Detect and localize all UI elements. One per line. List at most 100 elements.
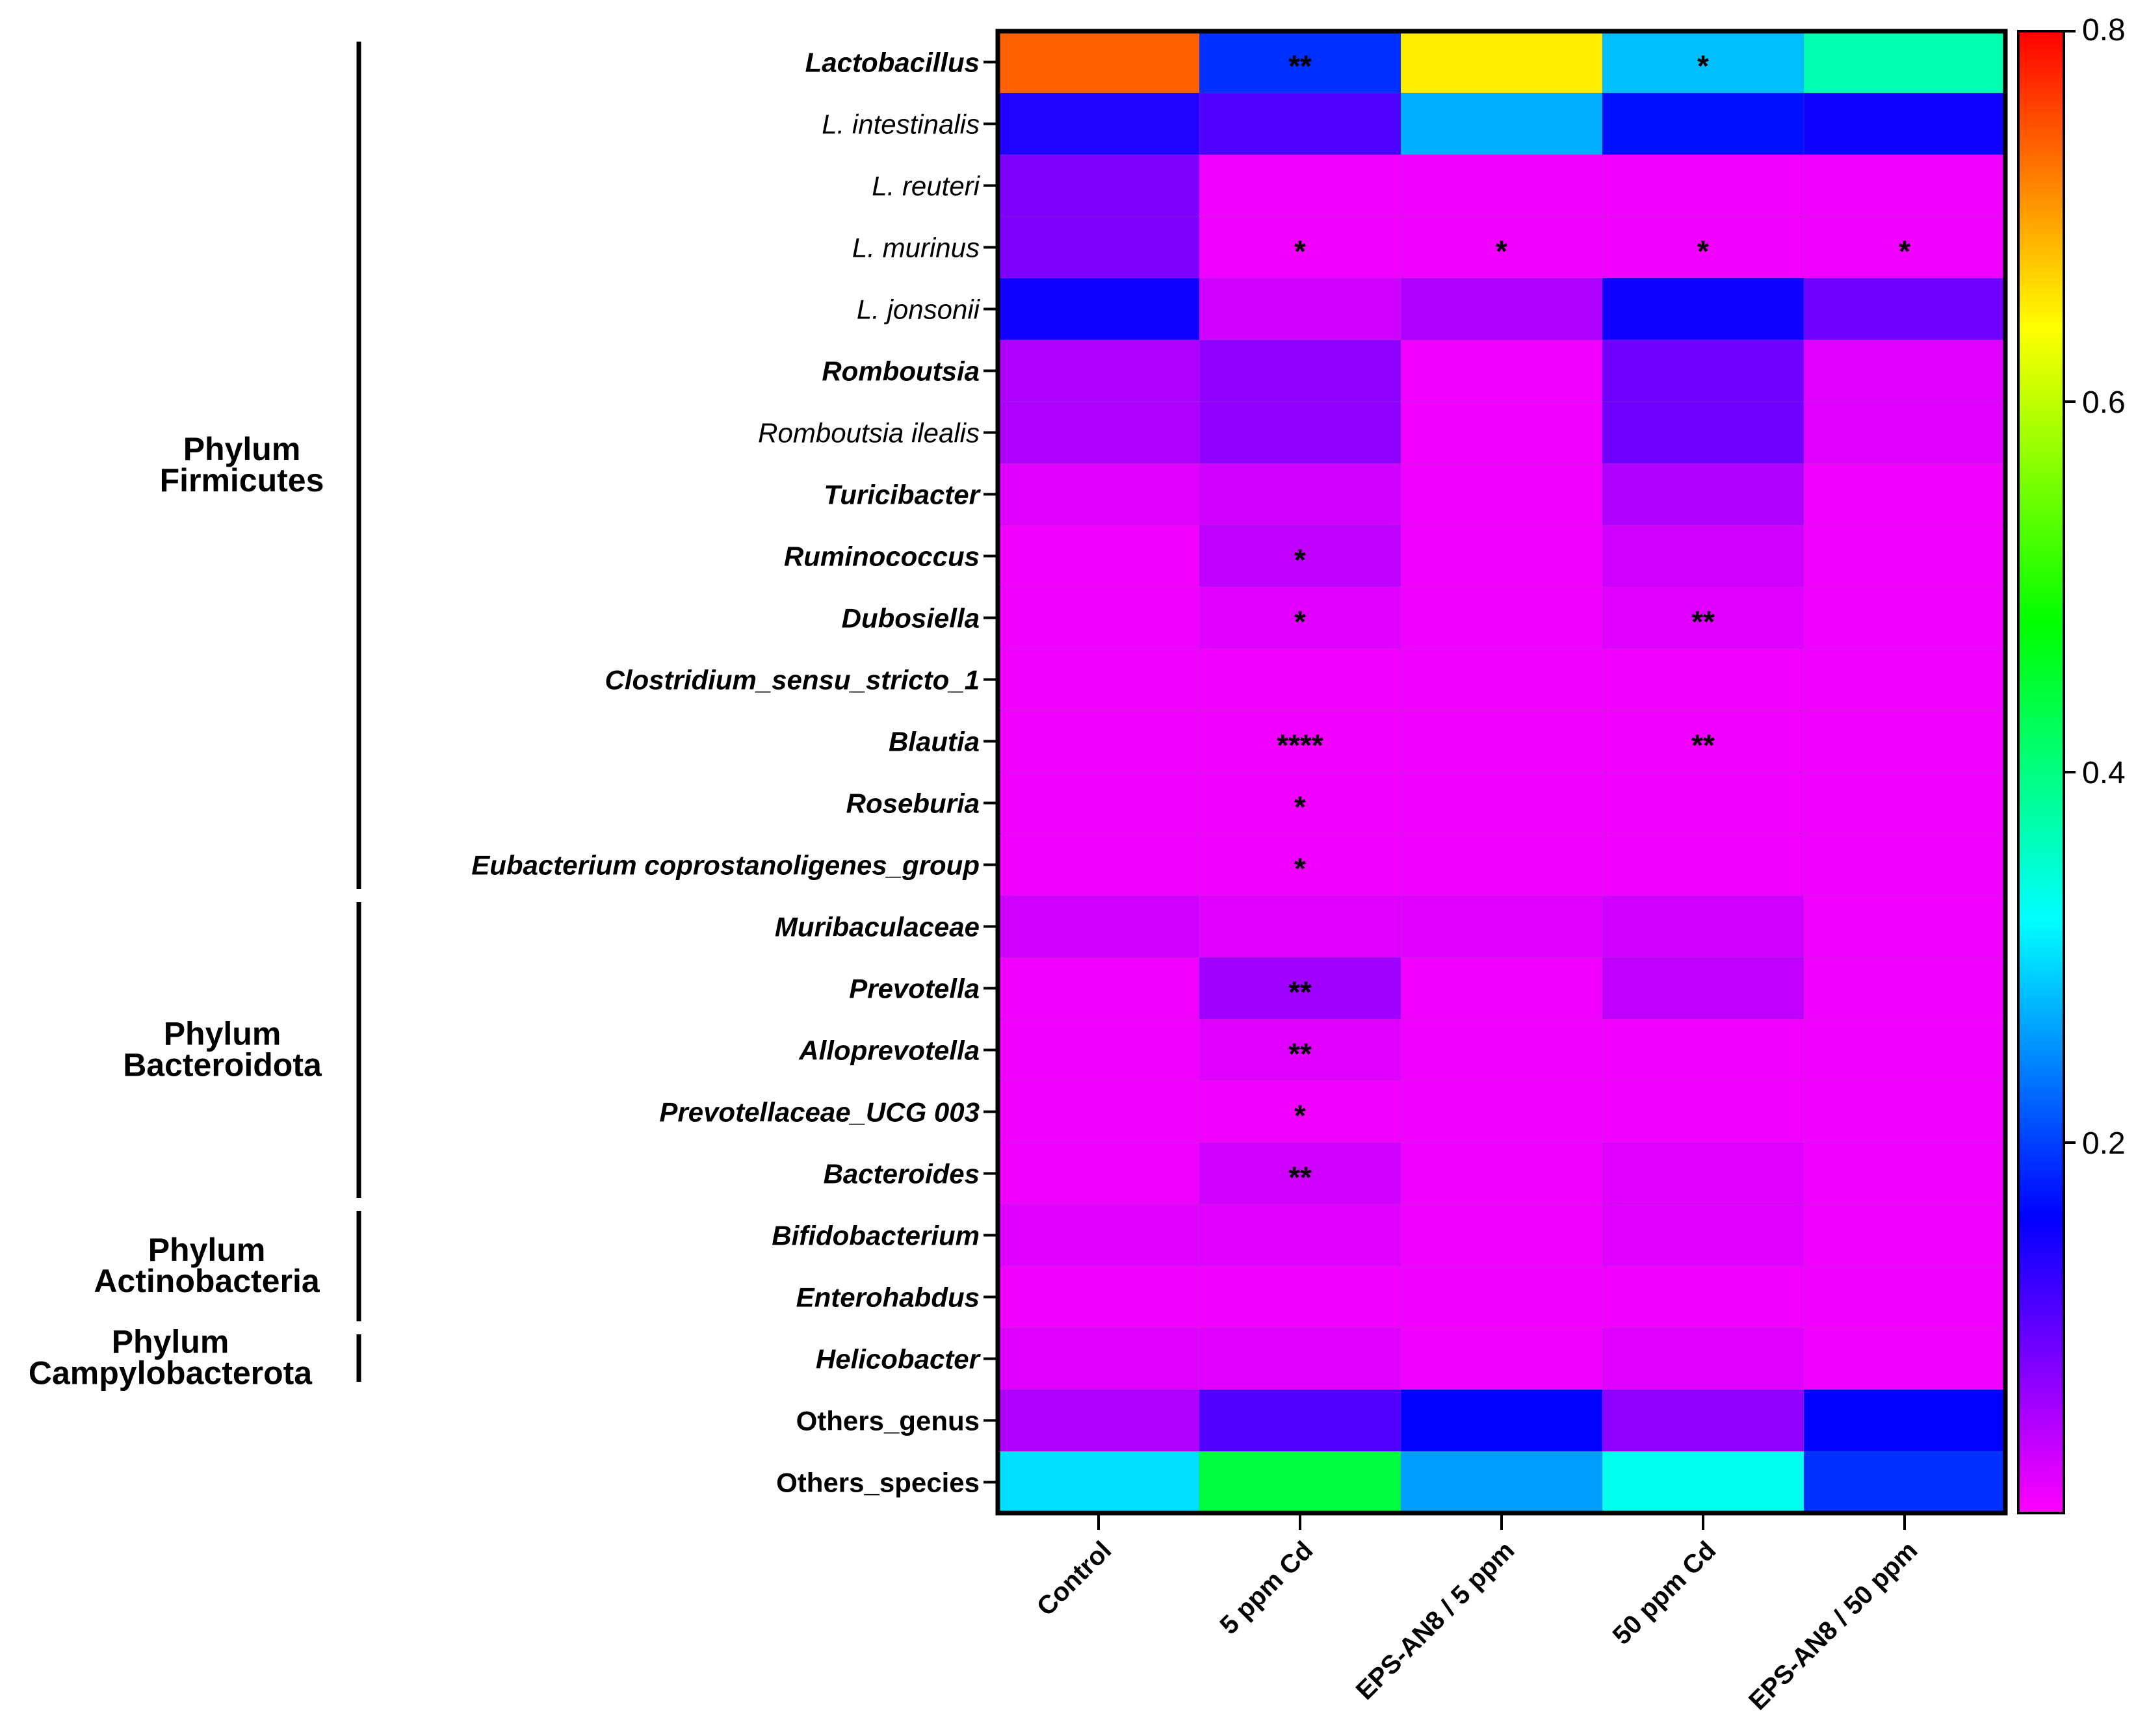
heatmap-cell (1804, 216, 2006, 279)
heatmap-cell (1602, 957, 1804, 1020)
significance-marker: * (1294, 543, 1306, 577)
row-label: Ruminococcus (784, 541, 980, 572)
heatmap-cell (1401, 525, 1603, 588)
heatmap-cell (1199, 1143, 1401, 1205)
heatmap-cell (1199, 463, 1401, 526)
significance-marker: * (1899, 235, 1910, 268)
significance-marker: * (1294, 790, 1306, 824)
heatmap-cell (1401, 31, 1603, 94)
row-label: Bifidobacterium (772, 1221, 980, 1251)
heatmap-cell (998, 1266, 1200, 1328)
significance-marker: * (1496, 235, 1507, 268)
heatmap-cell (1602, 1451, 1804, 1514)
heatmap-cell (1602, 1143, 1804, 1205)
heatmap-cell (1401, 649, 1603, 711)
significance-marker: * (1294, 605, 1306, 639)
heatmap-cell (1199, 525, 1401, 588)
heatmap-cell (1401, 1143, 1603, 1205)
heatmap-cell (998, 1328, 1200, 1390)
heatmap-cell (1804, 649, 2006, 711)
row-label: Blautia (889, 727, 980, 757)
row-label: Others_species (776, 1468, 980, 1498)
significance-marker: ** (1288, 49, 1312, 83)
row-label: Lactobacillus (805, 47, 980, 78)
heatmap-cell (1804, 155, 2006, 217)
significance-marker: * (1294, 235, 1306, 268)
phylum-label: Phylum (148, 1232, 266, 1268)
heatmap-cell (1804, 525, 2006, 588)
heatmap-cell (998, 649, 1200, 711)
phylum-label: Phylum (112, 1324, 229, 1360)
heatmap-cell (1199, 93, 1401, 155)
heatmap-cell (998, 1204, 1200, 1267)
heatmap-cell (1804, 1451, 2006, 1514)
row-label: L. reuteri (872, 171, 980, 201)
colorbar: 0.2 0.4 0.6 0.8 (2017, 13, 2126, 1514)
heatmap-cell (1804, 278, 2006, 341)
phylum-name: Actinobacteria (94, 1263, 320, 1299)
heatmap-cell (1804, 31, 2006, 94)
heatmap-cells (995, 29, 2008, 1516)
row-label: Romboutsia (822, 356, 980, 387)
heatmap-cell (1602, 1204, 1804, 1267)
heatmap-cell (1804, 1328, 2006, 1390)
heatmap-cell (1199, 587, 1401, 649)
heatmap-cell (998, 587, 1200, 649)
colorbar-gradient (2017, 30, 2065, 1514)
row-label: Turicibacter (824, 480, 981, 510)
heatmap-cell (1199, 340, 1401, 402)
heatmap-cell (1602, 1328, 1804, 1390)
heatmap-cell (1199, 1451, 1401, 1514)
significance-marker: * (1697, 49, 1709, 83)
heatmap-cell (1804, 463, 2006, 526)
phylum-groups: PhylumFirmicutesPhylumBacteroidotaPhylum… (29, 42, 361, 1392)
heatmap-cell (1602, 710, 1804, 773)
heatmap-cell (1199, 1081, 1401, 1143)
heatmap-cell (1199, 1328, 1401, 1390)
row-label: Roseburia (846, 788, 980, 819)
heatmap-cell (1401, 278, 1603, 341)
heatmap-cell (1401, 772, 1603, 835)
heatmap-cell (1199, 216, 1401, 279)
heatmap-cell (998, 155, 1200, 217)
heatmap-cell (1804, 1143, 2006, 1205)
phylum-label: Phylum (183, 431, 301, 467)
heatmap-cell (1602, 278, 1804, 341)
row-labels: Lactobacillus L. intestinalis L. reuteri L.… (471, 47, 998, 1498)
heatmap-cell (1199, 834, 1401, 896)
heatmap-cell (1199, 710, 1401, 773)
heatmap-cell (998, 31, 1200, 94)
heatmap-cell (1401, 710, 1603, 773)
row-label: Eubacterium coprostanoligenes_group (471, 850, 980, 881)
heatmap-cell (1602, 216, 1804, 279)
heatmap-cell (1401, 834, 1603, 896)
heatmap-cell (1401, 587, 1603, 649)
heatmap-cell (998, 1451, 1200, 1514)
column-label: 5 ppm Cd (1214, 1536, 1318, 1640)
heatmap-cell (1401, 155, 1603, 217)
row-label: Prevotellaceae_UCG 003 (659, 1097, 980, 1128)
row-label: L. murinus (852, 233, 980, 263)
heatmap-cell (1401, 1328, 1603, 1390)
colorbar-tick-label: 0.2 (2082, 1126, 2126, 1161)
heatmap-cell (998, 1081, 1200, 1143)
heatmap-cell (1804, 93, 2006, 155)
heatmap-cell (1602, 834, 1804, 896)
row-label: Alloprevotella (798, 1035, 980, 1066)
heatmap-cell (998, 463, 1200, 526)
column-label: 50 ppm Cd (1608, 1536, 1722, 1650)
phylum-name: Campylobacterota (29, 1355, 313, 1392)
heatmap-cell (1199, 896, 1401, 958)
row-label: Romboutsia ilealis (758, 418, 980, 448)
significance-marker: ** (1691, 729, 1715, 762)
heatmap-cell (1804, 1081, 2006, 1143)
significance-stars: ** ** * * *** ****** *********** (1277, 49, 1910, 1195)
row-label: Muribaculaceae (775, 912, 980, 942)
heatmap-cell (1401, 1081, 1603, 1143)
heatmap-cell (1401, 1019, 1603, 1082)
heatmap-cell (1199, 772, 1401, 835)
heatmap-cell (1199, 649, 1401, 711)
heatmap-cell (998, 1019, 1200, 1082)
row-label: Enterohabdus (796, 1282, 980, 1313)
